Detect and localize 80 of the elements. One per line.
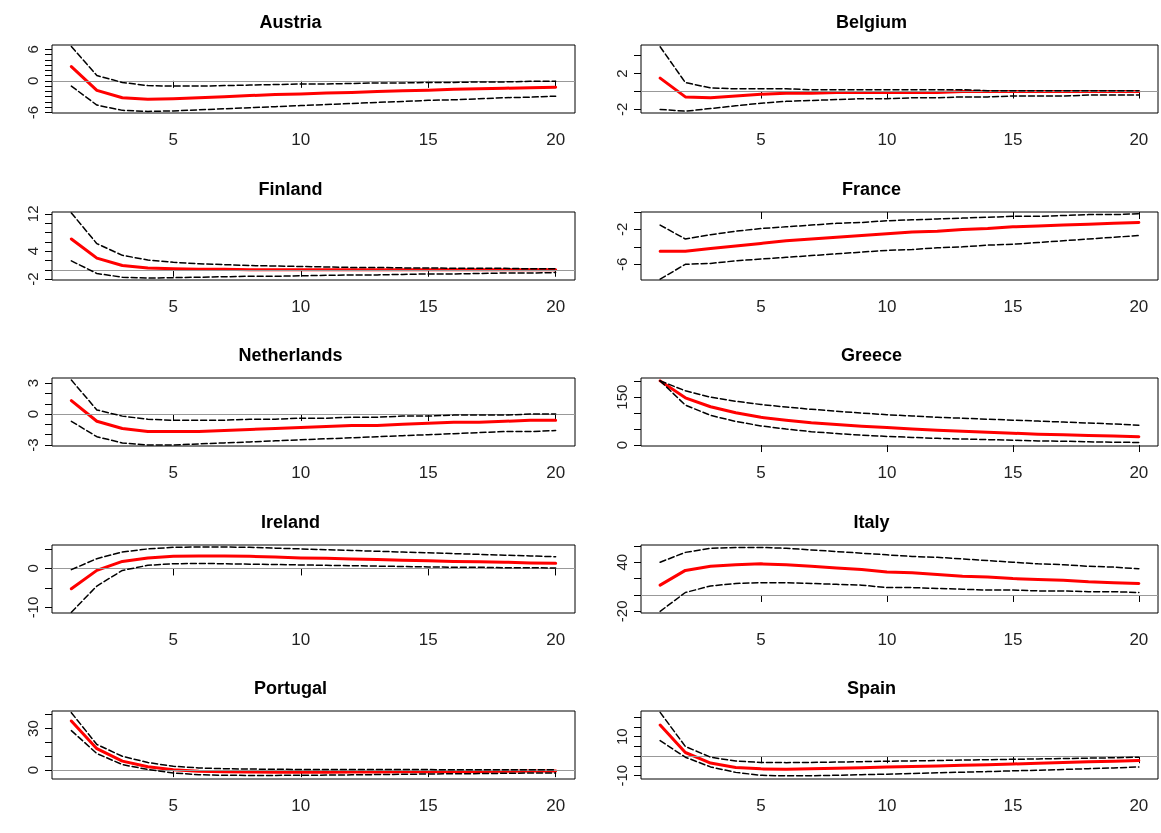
x-tick-label: 20 bbox=[546, 796, 566, 816]
y-tick-label: 40 bbox=[612, 553, 630, 571]
chart-title: Portugal bbox=[253, 678, 328, 699]
x-tick-label: 10 bbox=[876, 629, 896, 649]
y-tick-label: -6 bbox=[612, 257, 630, 271]
x-tick-label: 15 bbox=[418, 296, 438, 316]
line-series bbox=[69, 237, 558, 271]
y-tick-label: 30 bbox=[24, 720, 41, 738]
line-series bbox=[69, 65, 558, 101]
y-tick-label: -20 bbox=[612, 600, 630, 622]
x-tick-label: 10 bbox=[291, 629, 311, 649]
line-series bbox=[658, 562, 1140, 587]
x-tick-label: 15 bbox=[418, 463, 438, 483]
y-tick-label: 4 bbox=[24, 246, 41, 255]
y-tick-label: 0 bbox=[24, 76, 41, 86]
chart-title: Greece bbox=[840, 345, 902, 366]
y-tick-label: -2 bbox=[612, 222, 630, 236]
x-tick-label: 5 bbox=[168, 296, 179, 316]
line-series bbox=[69, 554, 558, 591]
x-tick-label: 20 bbox=[1128, 796, 1148, 816]
x-tick-label: 5 bbox=[168, 463, 179, 483]
x-tick-label: 5 bbox=[755, 130, 766, 149]
y-tick-label: -10 bbox=[24, 596, 41, 619]
x-tick-label: 20 bbox=[546, 463, 566, 483]
x-tick-label: 5 bbox=[168, 796, 179, 816]
y-tick-label: 150 bbox=[612, 384, 630, 410]
y-tick-label: 10 bbox=[612, 728, 630, 746]
line-series bbox=[69, 399, 558, 434]
x-tick-label: 20 bbox=[1128, 463, 1148, 483]
y-tick-label: 0 bbox=[24, 410, 41, 419]
x-tick-label: 10 bbox=[291, 463, 311, 483]
line-series bbox=[658, 220, 1140, 253]
x-tick-label: 20 bbox=[1128, 629, 1148, 649]
x-tick-label: 10 bbox=[876, 296, 896, 316]
x-tick-label: 20 bbox=[546, 629, 566, 649]
chart-title: Netherlands bbox=[238, 345, 343, 366]
y-tick-label: -3 bbox=[24, 438, 41, 452]
x-tick-label: 15 bbox=[1002, 130, 1022, 149]
x-tick-label: 15 bbox=[418, 629, 438, 649]
y-tick-label: -2 bbox=[612, 102, 630, 117]
x-tick-label: 5 bbox=[755, 629, 766, 649]
y-tick-label: -2 bbox=[24, 271, 41, 286]
chart-title: Belgium bbox=[835, 12, 907, 32]
x-tick-label: 10 bbox=[291, 296, 311, 316]
x-tick-label: 15 bbox=[418, 130, 438, 149]
x-tick-label: 10 bbox=[876, 796, 896, 816]
chart-title: Ireland bbox=[260, 511, 321, 532]
y-tick-label: 6 bbox=[24, 45, 41, 54]
line-series bbox=[658, 723, 1140, 772]
chart-title: Italy bbox=[852, 511, 890, 532]
x-tick-label: 20 bbox=[1128, 130, 1148, 149]
y-tick-label: 2 bbox=[612, 69, 630, 78]
chart-title: Finland bbox=[258, 178, 323, 199]
x-tick-label: 10 bbox=[291, 130, 311, 149]
chart-title: France bbox=[841, 178, 901, 199]
x-tick-label: 5 bbox=[755, 463, 766, 483]
x-tick-label: 15 bbox=[1002, 796, 1022, 816]
y-tick-label: -10 bbox=[612, 765, 630, 787]
x-tick-label: 10 bbox=[291, 796, 311, 816]
x-tick-label: 5 bbox=[168, 629, 179, 649]
x-tick-label: 5 bbox=[168, 130, 179, 149]
x-tick-label: 10 bbox=[876, 130, 896, 149]
x-tick-label: 20 bbox=[546, 130, 566, 149]
x-tick-label: 10 bbox=[876, 463, 896, 483]
x-tick-label: 20 bbox=[1128, 296, 1148, 316]
y-tick-label: 0 bbox=[612, 441, 630, 450]
y-tick-label: 0 bbox=[24, 766, 41, 775]
x-tick-label: 5 bbox=[755, 296, 766, 316]
chart-title: Austria bbox=[259, 12, 323, 32]
x-tick-label: 20 bbox=[546, 296, 566, 316]
y-tick-label: -6 bbox=[24, 105, 41, 120]
y-tick-label: 12 bbox=[24, 205, 41, 222]
x-tick-label: 15 bbox=[418, 796, 438, 816]
x-tick-label: 5 bbox=[755, 796, 766, 816]
y-tick-label: 0 bbox=[24, 564, 41, 573]
x-tick-label: 15 bbox=[1002, 463, 1022, 483]
x-tick-label: 15 bbox=[1002, 296, 1022, 316]
chart-title: Spain bbox=[846, 678, 896, 699]
x-tick-label: 15 bbox=[1002, 629, 1022, 649]
y-tick-label: 3 bbox=[24, 379, 41, 388]
